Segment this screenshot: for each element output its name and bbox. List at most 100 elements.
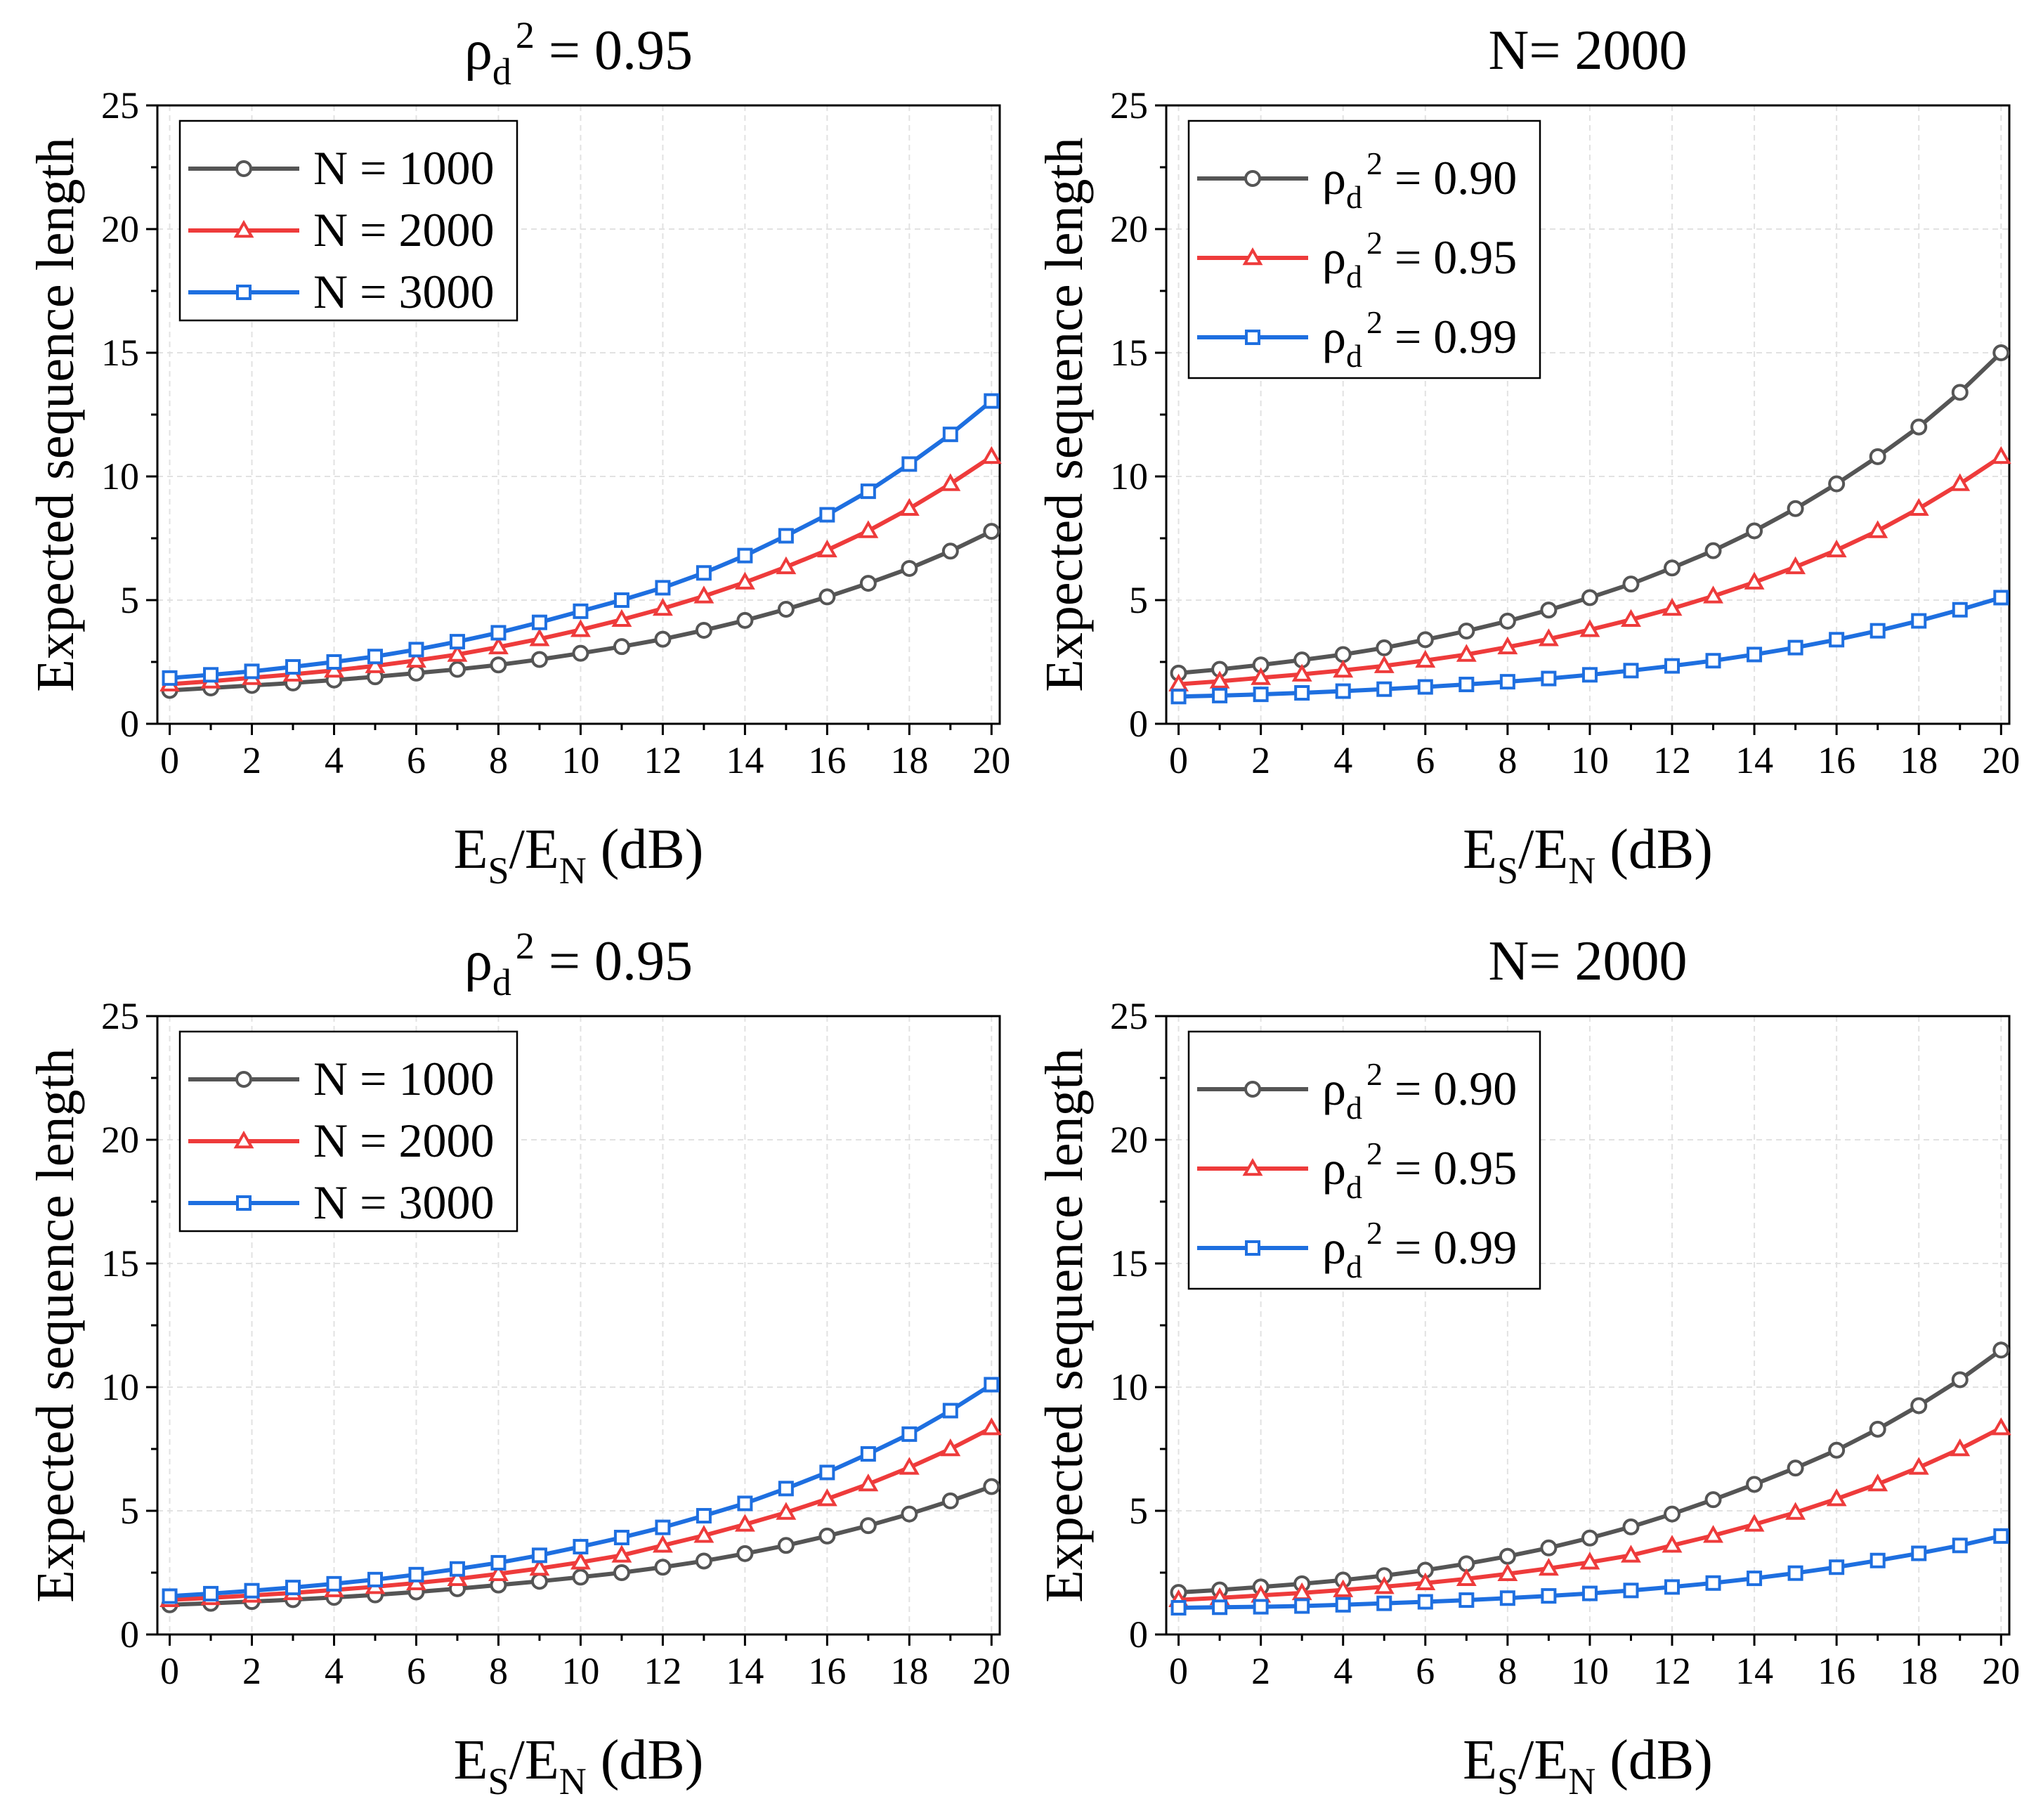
x-tick-label: 14 xyxy=(726,1650,764,1692)
x-label-slash-e: /E xyxy=(1518,1729,1568,1791)
data-point xyxy=(1456,644,1477,662)
data-point xyxy=(860,1446,876,1462)
data-point xyxy=(1291,663,1312,682)
data-point xyxy=(1952,1538,1968,1554)
data-point xyxy=(1622,1518,1640,1535)
data-point xyxy=(734,571,755,590)
data-point xyxy=(1867,520,1888,538)
x-label-sub-s: S xyxy=(488,850,509,892)
x-tick-label: 4 xyxy=(325,1650,344,1692)
title-main: N= 2000 xyxy=(1489,20,1688,82)
data-point xyxy=(736,1545,754,1562)
data-point xyxy=(1993,1528,2009,1544)
data-point xyxy=(1744,571,1765,590)
y-axis-label: Expected sequence length xyxy=(1035,137,1094,691)
data-point xyxy=(1829,1559,1845,1575)
data-point xyxy=(1869,623,1886,639)
series-triangle xyxy=(1168,1417,2011,1607)
data-point xyxy=(901,456,918,472)
x-axis-ticks: 0 2 4 6 8 10 12 14 16 18 20 xyxy=(160,724,1010,781)
data-point xyxy=(1744,1514,1765,1532)
data-point xyxy=(1787,1565,1803,1581)
x-tick-label: 2 xyxy=(242,739,261,781)
legend-marker xyxy=(1244,170,1261,187)
series xyxy=(1168,344,2011,705)
panel-bottom-right: 0 2 4 6 8 10 12 14 16 18 20 0 5 10 15 20 25 Expected sequ… xyxy=(1035,930,2020,1802)
legend-label-rest: = 0.90 xyxy=(1383,1062,1517,1115)
y-tick-label: 10 xyxy=(1110,455,1148,498)
data-point xyxy=(860,483,876,500)
x-tick-label: 20 xyxy=(1982,739,2020,781)
data-point xyxy=(1170,1599,1187,1616)
x-tick-label: 20 xyxy=(1982,1650,2020,1692)
data-point xyxy=(984,1377,1000,1393)
data-point xyxy=(1170,689,1187,705)
data-point xyxy=(1621,609,1641,628)
chart-title: N= 2000 xyxy=(1489,20,1688,82)
legend-label: N = 1000 xyxy=(313,1052,494,1105)
legend-label: N = 2000 xyxy=(313,1114,494,1167)
data-point xyxy=(1908,498,1929,516)
data-point xyxy=(1662,597,1683,616)
x-tick-label: 8 xyxy=(1498,1650,1517,1692)
x-label-sub-n: N xyxy=(559,1760,587,1802)
title-main: ρ xyxy=(464,930,492,992)
data-point xyxy=(570,1552,591,1570)
x-tick-label: 18 xyxy=(1900,739,1938,781)
x-axis-ticks: 0 2 4 6 8 10 12 14 16 18 20 xyxy=(160,1634,1010,1692)
data-point xyxy=(1990,446,2011,464)
data-point xyxy=(1992,1341,2010,1359)
data-point xyxy=(570,619,591,637)
y-tick-label: 25 xyxy=(1110,995,1148,1037)
x-label-slash-e: /E xyxy=(509,819,559,880)
data-point xyxy=(1253,687,1269,703)
data-point xyxy=(1581,589,1598,606)
data-point xyxy=(818,588,836,606)
data-point xyxy=(448,661,466,678)
data-point xyxy=(1335,683,1351,699)
data-point xyxy=(940,1438,961,1457)
data-point xyxy=(1992,344,2010,361)
data-point xyxy=(777,1537,795,1554)
data-point xyxy=(1416,631,1434,649)
legend-label-sup: 2 xyxy=(1366,1215,1383,1251)
x-tick-label: 6 xyxy=(407,739,426,781)
legend-label-main: ρ xyxy=(1322,230,1346,284)
y-tick-label: 10 xyxy=(101,455,139,498)
x-label-sub-s: S xyxy=(1497,850,1518,892)
data-point xyxy=(983,1478,1000,1495)
y-tick-label: 5 xyxy=(120,1490,139,1532)
data-point xyxy=(1456,1568,1477,1587)
x-tick-label: 2 xyxy=(1251,739,1270,781)
legend-item: ρd2 = 0.95 xyxy=(1197,225,1517,294)
x-tick-label: 4 xyxy=(325,739,344,781)
series-square xyxy=(162,1377,1000,1604)
legend-label-sup: 2 xyxy=(1366,304,1383,340)
y-tick-label: 5 xyxy=(1129,579,1148,621)
data-point xyxy=(1294,1598,1310,1614)
data-point xyxy=(654,630,672,648)
data-point xyxy=(1747,646,1763,663)
data-point xyxy=(611,1545,632,1563)
legend-label-sub: d xyxy=(1346,1249,1362,1285)
title-main: ρ xyxy=(464,20,492,82)
legend-label-main: ρ xyxy=(1322,151,1346,204)
data-point xyxy=(816,539,837,558)
legend-item: ρd2 = 0.99 xyxy=(1197,304,1517,374)
legend-label-main: N = 3000 xyxy=(313,1176,494,1229)
x-tick-label: 2 xyxy=(1251,1650,1270,1692)
x-label-e1: E xyxy=(454,819,488,880)
x-label-sub-n: N xyxy=(559,850,587,892)
data-point xyxy=(654,1559,672,1576)
data-point xyxy=(1335,1597,1351,1613)
data-point xyxy=(1373,655,1395,673)
data-point xyxy=(1785,556,1806,575)
data-point xyxy=(530,651,548,668)
data-point xyxy=(406,649,426,668)
legend-label: N = 1000 xyxy=(313,141,494,195)
data-point xyxy=(1950,1438,1971,1457)
x-tick-label: 16 xyxy=(808,1650,846,1692)
data-point xyxy=(1417,679,1433,695)
legend-label: N = 3000 xyxy=(313,265,494,318)
legend-item: N = 2000 xyxy=(188,203,494,256)
